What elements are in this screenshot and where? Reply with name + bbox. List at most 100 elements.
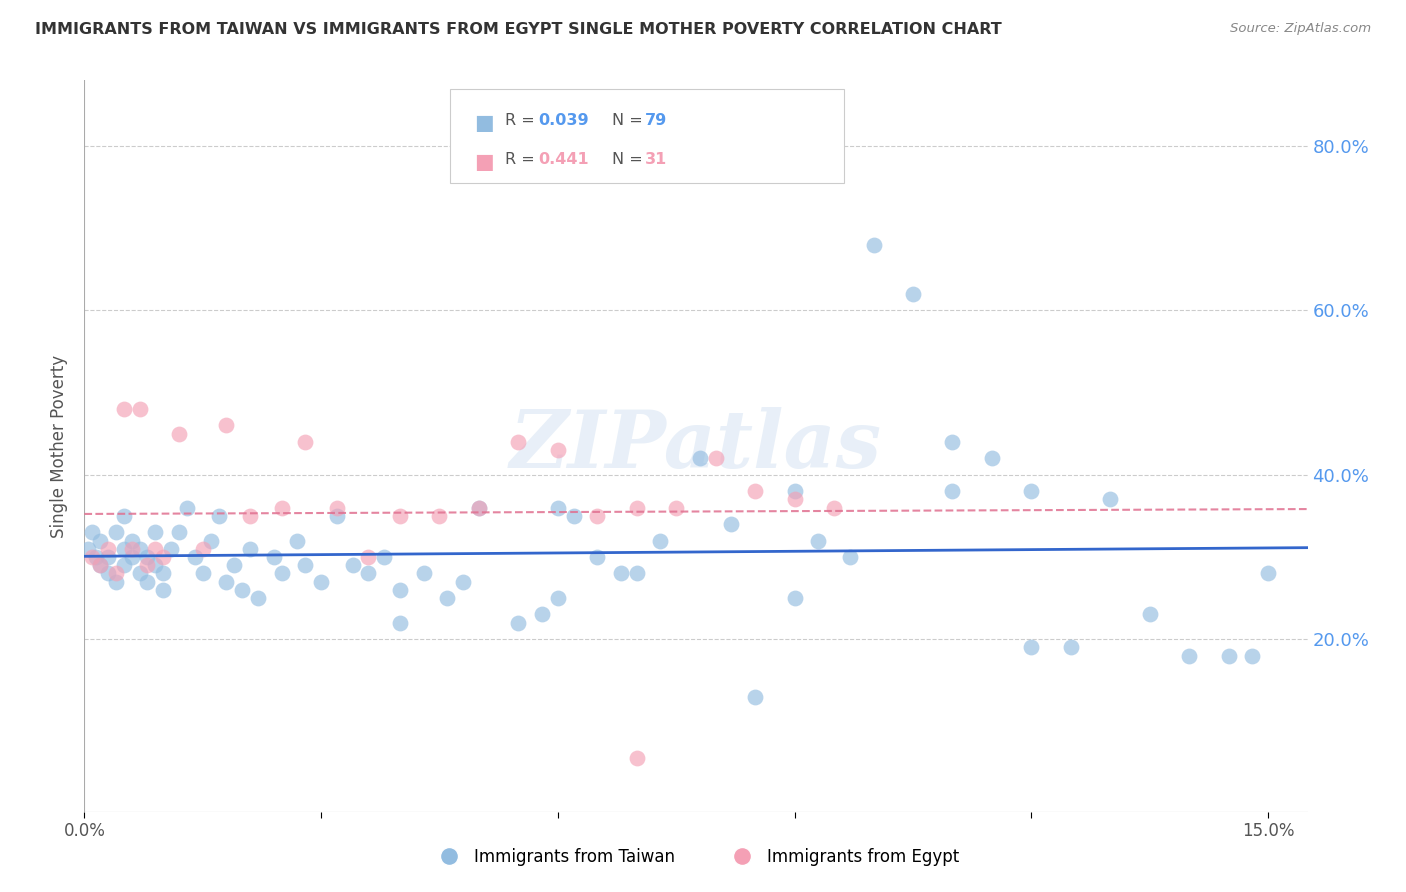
Point <box>224 558 246 573</box>
Point <box>104 566 127 581</box>
Text: 0.441: 0.441 <box>538 152 589 167</box>
Point <box>508 434 530 449</box>
Text: ■: ■ <box>474 152 494 171</box>
Point <box>468 500 491 515</box>
Point <box>665 500 688 515</box>
Point <box>121 541 143 556</box>
Point <box>357 566 380 581</box>
Point <box>744 484 766 499</box>
Point <box>145 558 167 573</box>
Point <box>89 558 111 573</box>
Point <box>200 533 222 548</box>
Point <box>215 574 238 589</box>
Point <box>626 566 648 581</box>
Text: N =: N = <box>612 152 648 167</box>
Point <box>357 549 380 564</box>
Point <box>176 500 198 515</box>
Text: 31: 31 <box>645 152 668 167</box>
Point <box>121 549 143 564</box>
Point <box>689 451 711 466</box>
Point <box>145 525 167 540</box>
Point <box>342 558 364 573</box>
Point <box>167 426 190 441</box>
Point <box>862 237 884 252</box>
Point <box>82 525 104 540</box>
Point <box>1241 648 1264 663</box>
Point <box>389 615 412 630</box>
Point <box>436 591 458 605</box>
Y-axis label: Single Mother Poverty: Single Mother Poverty <box>49 354 67 538</box>
Point <box>136 549 159 564</box>
Point <box>136 558 159 573</box>
Point <box>626 751 648 765</box>
Point <box>246 591 269 605</box>
Point <box>1178 648 1201 663</box>
Point <box>82 549 104 564</box>
Text: Source: ZipAtlas.com: Source: ZipAtlas.com <box>1230 22 1371 36</box>
Point <box>429 508 451 523</box>
Text: R =: R = <box>505 113 540 128</box>
Point <box>941 484 963 499</box>
Point <box>84 549 107 564</box>
Point <box>207 508 229 523</box>
Point <box>97 549 120 564</box>
Point <box>1021 640 1043 655</box>
Point <box>610 566 633 581</box>
Point <box>744 690 766 704</box>
Point <box>239 541 262 556</box>
Point <box>901 287 924 301</box>
Point <box>215 418 238 433</box>
Point <box>980 451 1002 466</box>
Point <box>191 541 214 556</box>
Point <box>287 533 309 548</box>
Text: N =: N = <box>612 113 648 128</box>
Point <box>389 582 412 597</box>
Point <box>783 492 806 507</box>
Text: ■: ■ <box>474 113 494 133</box>
Point <box>97 566 120 581</box>
Point <box>941 434 963 449</box>
Text: IMMIGRANTS FROM TAIWAN VS IMMIGRANTS FROM EGYPT SINGLE MOTHER POVERTY CORRELATIO: IMMIGRANTS FROM TAIWAN VS IMMIGRANTS FRO… <box>35 22 1002 37</box>
Point <box>167 525 190 540</box>
Point <box>270 566 292 581</box>
Point <box>294 558 316 573</box>
Point <box>128 402 150 417</box>
Legend: Immigrants from Taiwan, Immigrants from Egypt: Immigrants from Taiwan, Immigrants from … <box>426 841 966 873</box>
Point <box>1060 640 1083 655</box>
Point <box>1218 648 1240 663</box>
Text: ZIPatlas: ZIPatlas <box>510 408 882 484</box>
Point <box>783 591 806 605</box>
Point <box>89 558 111 573</box>
Point <box>531 607 554 622</box>
Point <box>783 484 806 499</box>
Point <box>239 508 262 523</box>
Point <box>145 541 167 556</box>
Point <box>650 533 672 548</box>
Point <box>451 574 474 589</box>
Point <box>547 443 569 458</box>
Point <box>389 508 412 523</box>
Point <box>1257 566 1279 581</box>
Point <box>412 566 434 581</box>
Text: 0.039: 0.039 <box>538 113 589 128</box>
Point <box>626 500 648 515</box>
Text: R =: R = <box>505 152 540 167</box>
Point <box>270 500 292 515</box>
Point <box>104 574 127 589</box>
Point <box>263 549 285 564</box>
Point <box>121 533 143 548</box>
Point <box>77 541 100 556</box>
Point <box>1099 492 1122 507</box>
Point <box>823 500 845 515</box>
Point <box>112 558 135 573</box>
Point <box>1139 607 1161 622</box>
Point <box>112 508 135 523</box>
Point <box>309 574 332 589</box>
Point <box>294 434 316 449</box>
Point <box>112 402 135 417</box>
Point <box>112 541 135 556</box>
Point <box>160 541 183 556</box>
Point <box>128 541 150 556</box>
Point <box>547 500 569 515</box>
Point <box>720 517 742 532</box>
